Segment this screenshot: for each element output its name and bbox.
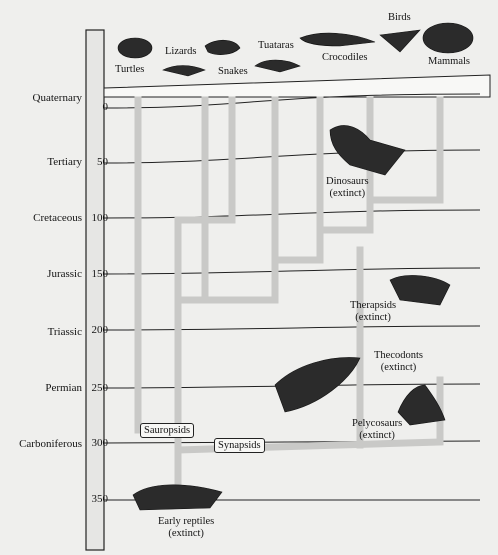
label-mammals: Mammals <box>428 56 470 67</box>
tick-150: 150 <box>91 268 109 280</box>
label-snakes: Snakes <box>218 66 248 77</box>
tick-0: 0 <box>102 101 109 113</box>
label-therapsids: Therapsids (extinct) <box>350 300 397 323</box>
label-sauropsids: Sauropsids <box>140 423 195 438</box>
tick-300: 300 <box>91 437 109 449</box>
label-tuataras: Tuataras <box>258 40 294 51</box>
crocodile-silhouette <box>299 32 376 47</box>
lizard-silhouette <box>162 65 206 77</box>
label-synapsids: Synapsids <box>214 438 265 453</box>
label-dinosaurs: Dinosaurs (extinct) <box>326 176 369 199</box>
early-reptile-silhouette <box>132 484 223 511</box>
snake-silhouette <box>204 39 241 55</box>
dinosaur-silhouette <box>329 125 406 176</box>
animal-silhouettes <box>117 22 474 511</box>
label-turtles: Turtles <box>115 64 145 75</box>
thecodont-silhouette <box>274 357 361 413</box>
tick-200: 200 <box>91 324 109 336</box>
mammal-silhouette <box>422 22 474 54</box>
label-pelycosaurs: Pelycosaurs (extinct) <box>352 418 403 441</box>
tick-100: 100 <box>91 212 109 224</box>
time-scale-bar <box>85 29 105 551</box>
period-jurassic: Jurassic <box>47 268 82 280</box>
therapsid-silhouette <box>389 275 451 306</box>
label-thecodonts: Thecodonts (extinct) <box>374 350 423 373</box>
label-lizards: Lizards <box>165 46 197 57</box>
label-early-reptiles: Early reptiles (extinct) <box>158 516 215 539</box>
turtle-silhouette <box>117 37 153 59</box>
period-permian: Permian <box>45 382 82 394</box>
period-triassic: Triassic <box>47 326 82 338</box>
bird-silhouette <box>379 29 421 53</box>
label-crocodiles: Crocodiles <box>322 52 368 63</box>
quaternary-band <box>103 74 491 98</box>
tick-350: 350 <box>91 493 109 505</box>
period-quaternary: Quaternary <box>32 92 82 104</box>
tuatara-silhouette <box>254 59 301 73</box>
label-birds: Birds <box>388 12 411 23</box>
period-cretaceous: Cretaceous <box>33 212 82 224</box>
period-tertiary: Tertiary <box>47 156 82 168</box>
pelycosaur-silhouette <box>397 384 446 426</box>
tick-250: 250 <box>91 382 109 394</box>
period-carboniferous: Carboniferous <box>19 438 82 450</box>
tick-50: 50 <box>97 156 108 168</box>
